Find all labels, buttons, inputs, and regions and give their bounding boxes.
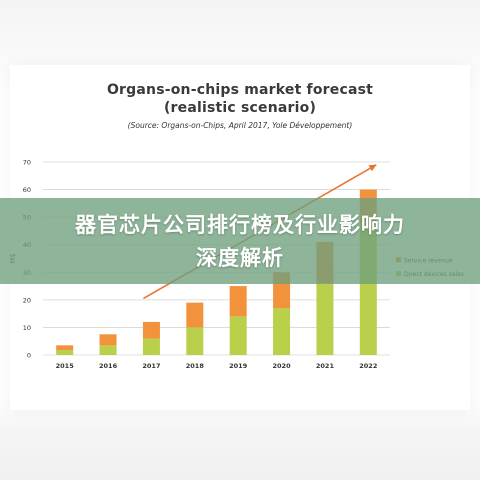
bar-direct-devices-sales	[273, 308, 291, 355]
bar-direct-devices-sales	[186, 327, 204, 355]
x-tick-label: 2015	[56, 362, 75, 370]
y-tick-label: 10	[23, 324, 31, 332]
x-tick-label: 2022	[359, 362, 377, 370]
x-tick-label: 2018	[186, 362, 205, 370]
y-tick-label: 70	[23, 159, 31, 167]
banner-title: 器官芯片公司排行榜及行业影响力	[75, 213, 405, 237]
bar-service-revenue	[186, 302, 204, 328]
chart-title: Organs-on-chips market forecast	[106, 82, 374, 98]
bar-service-revenue	[56, 345, 74, 351]
y-tick-label: 0	[27, 352, 31, 360]
bar-direct-devices-sales	[316, 283, 334, 355]
chart-source: (Source: Organs-on-Chips, April 2017, Yo…	[127, 121, 353, 130]
bar-direct-devices-sales	[229, 316, 247, 355]
chart-subtitle: (realistic scenario)	[163, 100, 317, 116]
x-tick-label: 2021	[316, 362, 335, 370]
y-tick-label: 60	[23, 186, 31, 194]
bar-service-revenue	[99, 334, 117, 346]
bar-direct-devices-sales	[142, 338, 160, 355]
bar-direct-devices-sales	[99, 345, 117, 355]
y-tick-label: 20	[23, 296, 31, 304]
bar-service-revenue	[229, 286, 247, 317]
trend-arrow-head	[368, 164, 377, 172]
bar-direct-devices-sales	[56, 350, 74, 355]
title-banner	[0, 198, 480, 284]
x-tick-label: 2017	[142, 362, 160, 370]
x-tick-label: 2016	[99, 362, 118, 370]
x-tick-label: 2019	[229, 362, 248, 370]
x-tick-label: 2020	[273, 362, 292, 370]
bar-service-revenue	[142, 321, 160, 339]
banner-subtitle: 深度解析	[196, 246, 284, 270]
